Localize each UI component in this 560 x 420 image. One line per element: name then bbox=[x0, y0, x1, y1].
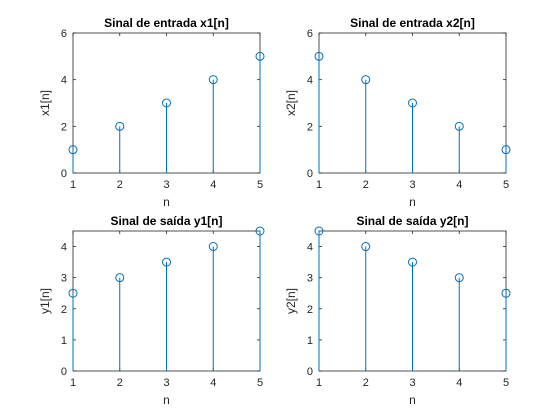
y-tick-label: 4 bbox=[307, 242, 313, 254]
stem-marker bbox=[208, 242, 218, 252]
x-axis-label: n bbox=[163, 393, 170, 407]
stem-marker bbox=[68, 145, 78, 155]
y-tick-label: 2 bbox=[307, 121, 313, 133]
y-tick-label: 2 bbox=[61, 121, 67, 133]
x-tick-label: 5 bbox=[257, 179, 263, 191]
x-tick-label: 2 bbox=[117, 179, 123, 191]
stem-marker bbox=[314, 226, 324, 236]
chart-title: Sinal de saída y2[n] bbox=[356, 214, 468, 228]
x-tick-label: 4 bbox=[456, 179, 462, 191]
stem-marker bbox=[115, 273, 125, 283]
stem-marker bbox=[454, 273, 464, 283]
y-tick-label: 1 bbox=[307, 335, 313, 347]
chart-title: Sinal de saída y1[n] bbox=[110, 214, 222, 228]
stem-marker bbox=[408, 98, 417, 108]
y-tick-label: 6 bbox=[61, 28, 67, 40]
x-tick-label: 4 bbox=[210, 179, 216, 191]
y-tick-label: 4 bbox=[307, 75, 313, 87]
stem-marker bbox=[361, 75, 371, 85]
y-tick-label: 0 bbox=[61, 168, 67, 180]
x-tick-label: 3 bbox=[409, 377, 415, 389]
y-axis-label: y1[n] bbox=[38, 288, 52, 314]
x-tick-label: 1 bbox=[316, 377, 322, 389]
y-tick-label: 0 bbox=[307, 168, 313, 180]
x-tick-label: 2 bbox=[363, 377, 369, 389]
x-tick-label: 3 bbox=[409, 179, 415, 191]
x-tick-label: 3 bbox=[163, 377, 169, 389]
x-tick-label: 1 bbox=[70, 179, 76, 191]
stem-marker bbox=[115, 121, 125, 131]
stem-marker bbox=[361, 242, 371, 252]
y-tick-label: 3 bbox=[307, 273, 313, 285]
x-tick-label: 2 bbox=[363, 179, 369, 191]
stem-marker bbox=[501, 288, 511, 298]
x-tick-label: 1 bbox=[316, 179, 322, 191]
y-axis-label: x2[n] bbox=[284, 90, 298, 116]
x-axis-label: n bbox=[409, 393, 416, 407]
stem-marker bbox=[255, 226, 265, 236]
y-axis-label: y2[n] bbox=[284, 288, 298, 314]
stem-marker bbox=[454, 121, 464, 131]
stem-marker bbox=[162, 257, 171, 267]
stem-marker bbox=[68, 288, 78, 298]
stem-marker bbox=[408, 257, 417, 267]
chart-title: Sinal de entrada x2[n] bbox=[350, 16, 475, 30]
x-tick-label: 4 bbox=[210, 377, 216, 389]
x-tick-label: 4 bbox=[456, 377, 462, 389]
y-tick-label: 2 bbox=[61, 304, 67, 316]
x-tick-label: 1 bbox=[70, 377, 76, 389]
stem-marker bbox=[255, 51, 265, 61]
y-tick-label: 1 bbox=[61, 335, 67, 347]
y-axis-label: x1[n] bbox=[38, 90, 52, 116]
chart-title: Sinal de entrada x1[n] bbox=[104, 16, 229, 30]
x-tick-label: 5 bbox=[503, 179, 509, 191]
y-tick-label: 6 bbox=[307, 28, 313, 40]
y-tick-label: 0 bbox=[307, 366, 313, 378]
y-tick-label: 4 bbox=[61, 242, 67, 254]
y-tick-label: 4 bbox=[61, 75, 67, 87]
stem-marker bbox=[314, 51, 324, 61]
x-tick-label: 3 bbox=[163, 179, 169, 191]
x-tick-label: 5 bbox=[503, 377, 509, 389]
x-tick-label: 5 bbox=[257, 377, 263, 389]
stem-marker bbox=[162, 98, 171, 108]
stem-marker bbox=[501, 145, 511, 155]
y-tick-label: 2 bbox=[307, 304, 313, 316]
y-tick-label: 3 bbox=[61, 273, 67, 285]
subplot-1: 1 2 3 4 5 0 2 4 6 Sinal de entrada x1[n] n x1[n] bbox=[38, 16, 265, 209]
x-axis-label: n bbox=[163, 195, 170, 209]
stem-marker bbox=[208, 75, 218, 85]
y-tick-label: 0 bbox=[61, 366, 67, 378]
subplot-2: 1 2 3 4 5 0 2 4 6 Sinal de entrada x2[n] n x2[n] bbox=[284, 16, 511, 209]
x-axis-label: n bbox=[409, 195, 416, 209]
x-tick-label: 2 bbox=[117, 377, 123, 389]
